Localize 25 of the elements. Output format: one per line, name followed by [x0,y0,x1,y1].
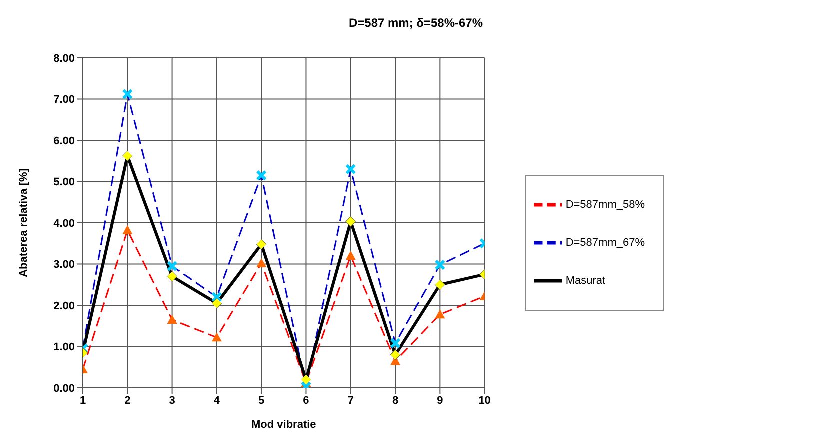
y-tick-label: 5.00 [54,176,75,189]
x-tick-label: 10 [478,394,491,407]
x-tick-label: 1 [80,394,86,407]
y-tick-label: 2.00 [54,300,75,312]
x-axis-title: Mod vibratie [252,419,316,431]
y-tick-label: 3.00 [54,259,75,272]
x-tick-label: 4 [214,394,221,407]
y-tick-label: 4.00 [54,218,75,230]
legend-label: D=587mm_67% [566,237,645,249]
y-tick-label: 6.00 [54,135,75,148]
legend-label: D=587mm_58% [566,199,645,211]
chart-title: D=587 mm; δ=58%-67% [348,15,484,32]
x-tick-label: 3 [169,394,176,407]
y-tick-label: 7.00 [54,94,75,106]
x-tick-label: 5 [258,394,265,407]
legend-label: Masurat [566,275,606,287]
y-tick-label: 1.00 [54,342,75,354]
x-tick-label: 2 [124,394,131,407]
x-tick-label: 8 [392,394,399,407]
y-tick-label: 8.00 [54,52,75,65]
y-axis-title: Abaterea relativa [%] [18,168,30,278]
x-tick-label: 7 [348,394,354,407]
x-tick-label: 9 [437,394,444,407]
y-tick-label: 0.00 [54,382,75,395]
x-tick-label: 6 [303,394,310,407]
